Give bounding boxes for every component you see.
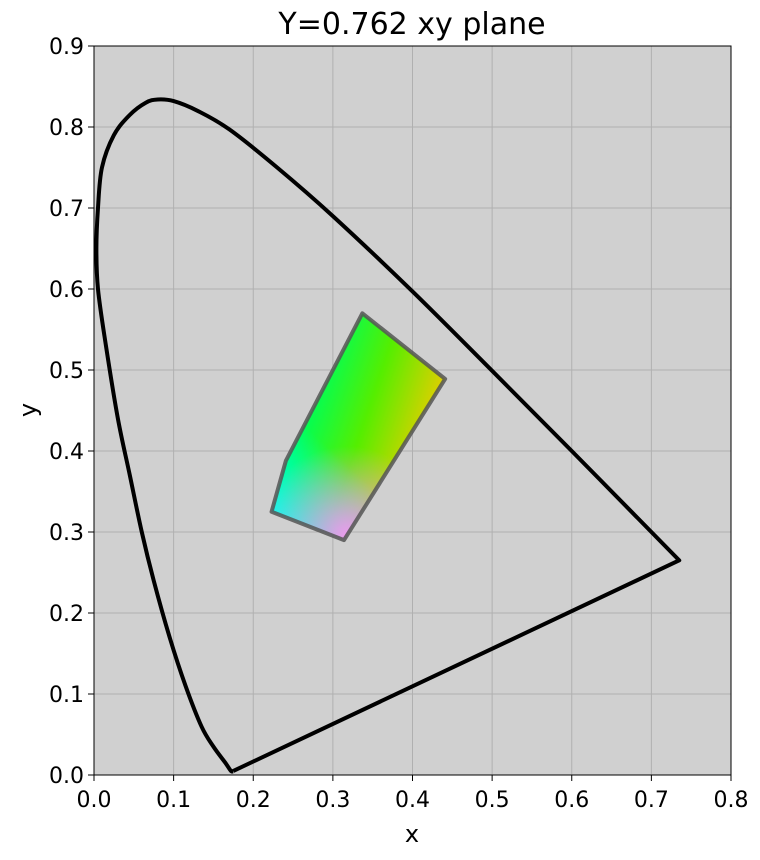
x-tick-label: 0.0 — [77, 788, 112, 813]
y-tick-label: 0.6 — [49, 278, 84, 303]
x-tick-label: 0.6 — [554, 788, 589, 813]
gamut-outline — [269, 311, 448, 543]
y-tick-label: 0.9 — [49, 35, 84, 60]
y-tick-label: 0.1 — [49, 683, 84, 708]
x-tick-label: 0.2 — [236, 788, 271, 813]
x-tick-label: 0.1 — [156, 788, 191, 813]
y-axis-label: y — [14, 403, 42, 417]
spectral-locus-line — [94, 97, 682, 774]
y-tick-label: 0.2 — [49, 602, 84, 627]
x-tick-label: 0.8 — [714, 788, 749, 813]
x-tick-label: 0.5 — [475, 788, 510, 813]
y-tick-label: 0.5 — [49, 359, 84, 384]
y-tick-label: 0.0 — [49, 764, 84, 789]
x-axis-label: x — [405, 820, 419, 848]
x-tick-label: 0.3 — [315, 788, 350, 813]
y-axis: 0.0 0.1 0.2 0.3 0.4 0.5 0.6 0.7 0.8 0.9 — [49, 35, 94, 789]
y-tick-label: 0.3 — [49, 521, 84, 546]
x-axis: 0.0 0.1 0.2 0.3 0.4 0.5 0.6 0.7 0.8 — [77, 775, 749, 813]
y-tick-label: 0.8 — [49, 116, 84, 141]
x-tick-label: 0.7 — [634, 788, 669, 813]
y-tick-label: 0.7 — [49, 197, 84, 222]
chart-title: Y=0.762 xy plane — [277, 7, 545, 42]
x-tick-label: 0.4 — [395, 788, 430, 813]
y-tick-label: 0.4 — [49, 440, 84, 465]
